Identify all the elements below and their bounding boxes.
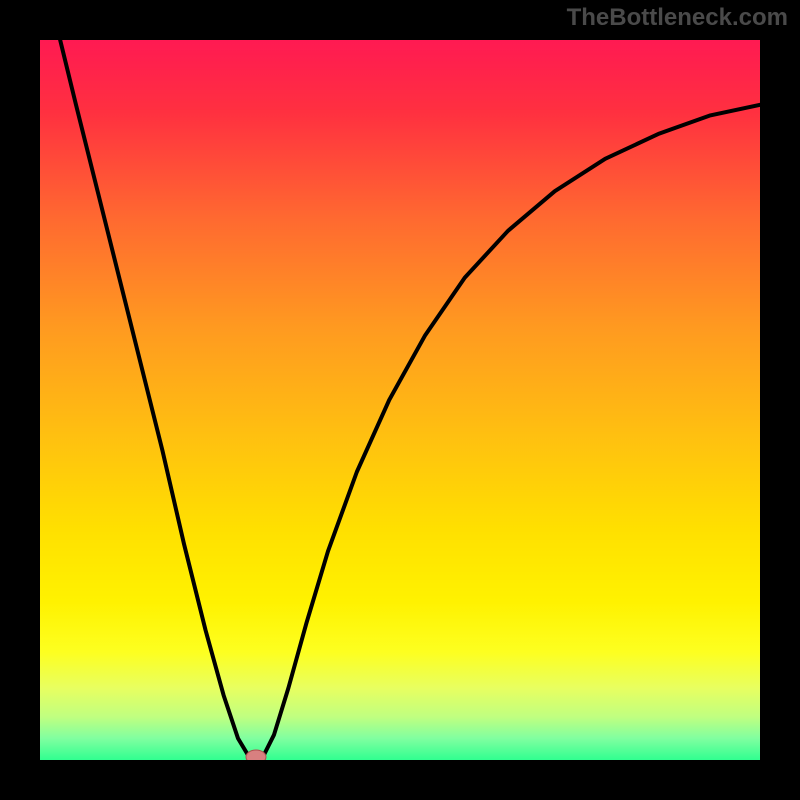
watermark-text: TheBottleneck.com <box>567 4 788 32</box>
bottleneck-chart-svg <box>40 40 760 760</box>
optimal-point-marker <box>246 750 266 760</box>
chart-plot-area <box>40 40 760 760</box>
